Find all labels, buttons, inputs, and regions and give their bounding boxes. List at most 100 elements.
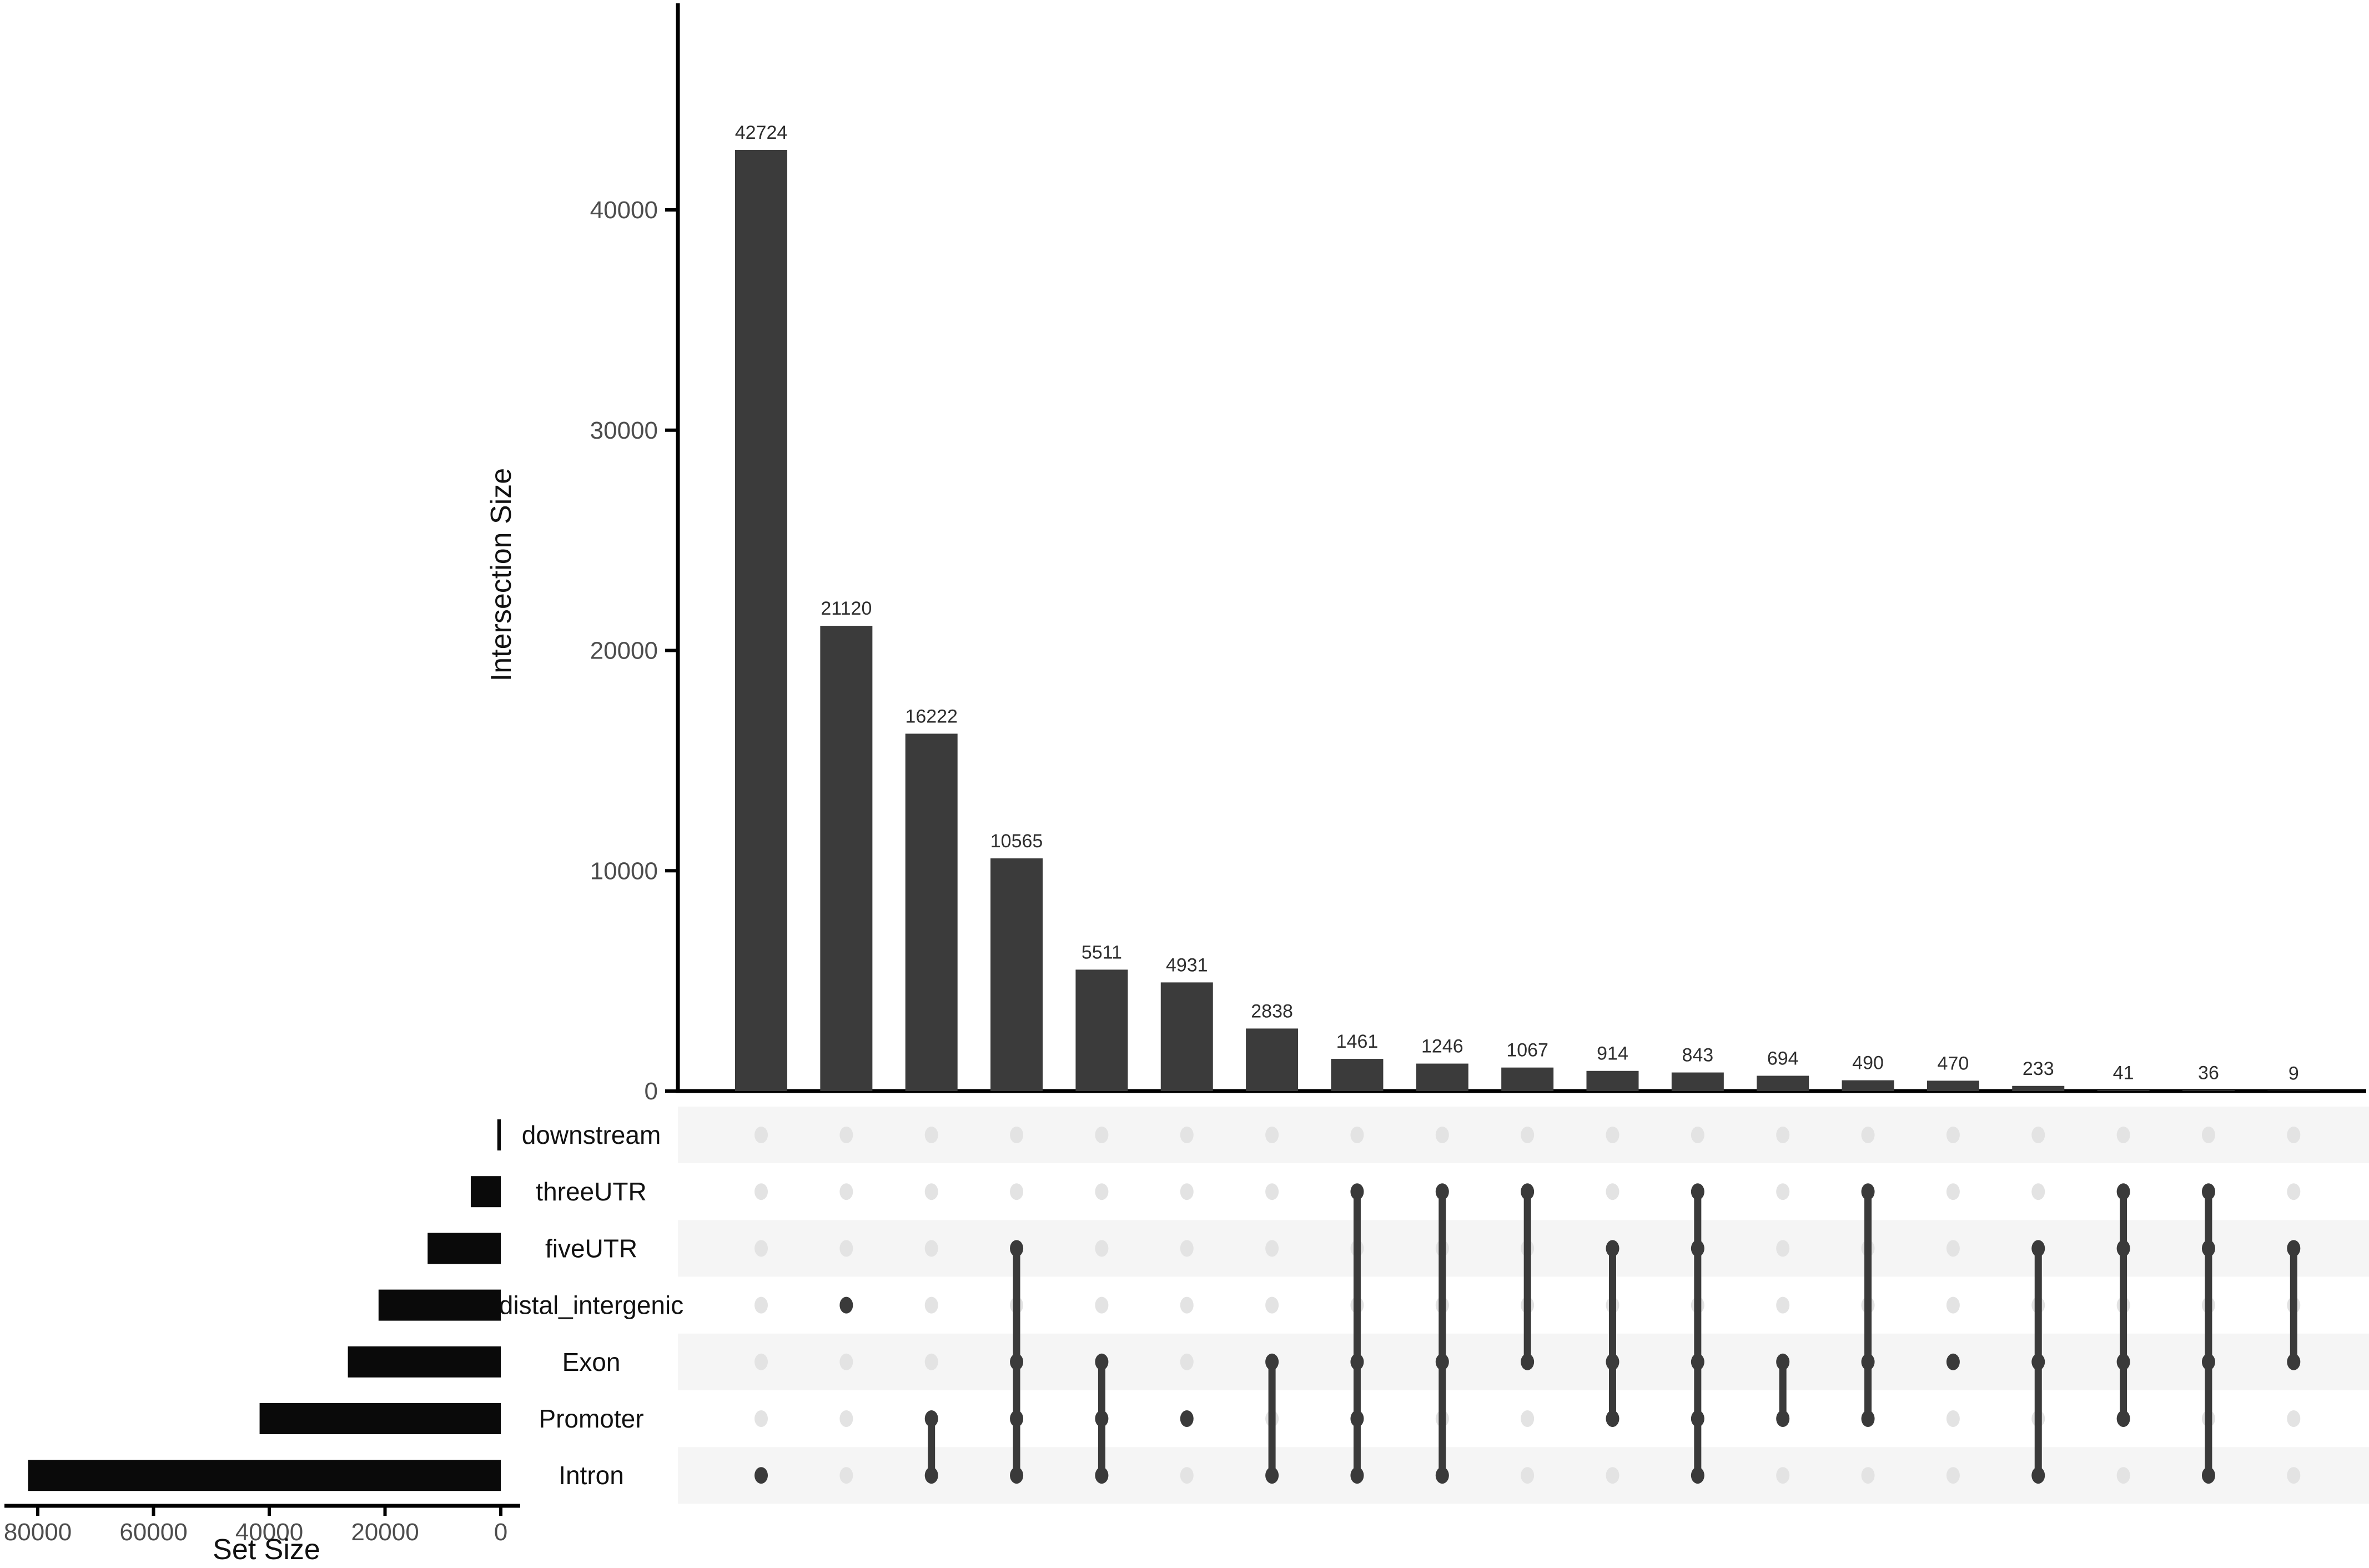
- matrix-dot-inactive: [2287, 1183, 2301, 1200]
- y-axis-tick-label: 20000: [590, 637, 658, 665]
- intersection-value-label: 843: [1682, 1045, 1713, 1066]
- matrix-dot-active: [1776, 1410, 1790, 1427]
- set-axis-tick-label: 40000: [235, 1519, 303, 1546]
- matrix-dot-inactive: [1180, 1183, 1194, 1200]
- matrix-dot-inactive: [1435, 1127, 1449, 1143]
- matrix-dot-inactive: [839, 1183, 853, 1200]
- matrix-dot-inactive: [755, 1240, 768, 1257]
- matrix-dot-inactive: [839, 1127, 853, 1143]
- matrix-dot-inactive: [1946, 1467, 1960, 1484]
- matrix-dot-inactive: [1946, 1127, 1960, 1143]
- set-axis-tick-label: 0: [494, 1519, 507, 1546]
- matrix-dot-inactive: [1606, 1127, 1619, 1143]
- intersection-value-label: 1067: [1506, 1040, 1548, 1061]
- matrix-dot-inactive: [1776, 1296, 1790, 1314]
- matrix-dot-inactive: [839, 1240, 853, 1257]
- intersection-value-label: 9: [2288, 1063, 2299, 1084]
- matrix-dot-active: [1606, 1240, 1619, 1257]
- y-axis-tick-label: 10000: [590, 857, 658, 884]
- matrix-dot-active: [1521, 1183, 1535, 1200]
- matrix-dot-inactive: [839, 1467, 853, 1484]
- matrix-dot-inactive: [1095, 1183, 1109, 1200]
- matrix-dot-active: [2031, 1467, 2045, 1484]
- matrix-dot-active: [2201, 1183, 2215, 1200]
- matrix-dot-inactive: [1606, 1183, 1619, 1200]
- matrix-dot-active: [924, 1410, 938, 1427]
- matrix-dot-inactive: [1265, 1127, 1279, 1143]
- matrix-dot-inactive: [924, 1183, 938, 1200]
- matrix-dot-active: [1946, 1353, 1960, 1370]
- matrix-dot-active: [2116, 1410, 2130, 1427]
- matrix-dot-inactive: [1350, 1127, 1364, 1143]
- matrix-dot-inactive: [1180, 1467, 1194, 1484]
- set-size-bar: [497, 1119, 501, 1150]
- intersection-bar: [2012, 1085, 2065, 1091]
- matrix-dot-inactive: [1861, 1467, 1875, 1484]
- y-axis-tick-label: 0: [645, 1078, 658, 1105]
- matrix-dot-active: [1435, 1467, 1449, 1484]
- matrix-dot-active: [1010, 1353, 1024, 1370]
- matrix-dot-inactive: [1095, 1240, 1109, 1257]
- intersection-value-label: 2838: [1251, 1001, 1293, 1022]
- matrix-dot-active: [1861, 1183, 1875, 1200]
- matrix-dot-active: [1350, 1410, 1364, 1427]
- intersection-bar: [1501, 1067, 1554, 1091]
- matrix-dot-inactive: [1265, 1183, 1279, 1200]
- intersection-bar: [1842, 1080, 1894, 1091]
- matrix-dot-active: [2031, 1240, 2045, 1257]
- intersection-bar: [990, 858, 1043, 1091]
- matrix-dot-active: [1010, 1240, 1024, 1257]
- matrix-dot-inactive: [2116, 1467, 2130, 1484]
- matrix-dot-inactive: [2116, 1127, 2130, 1143]
- intersection-bar: [735, 149, 787, 1091]
- matrix-dot-active: [2287, 1240, 2301, 1257]
- intersection-value-label: 10565: [990, 831, 1043, 852]
- set-row-label: Intron: [559, 1461, 624, 1490]
- matrix-dot-inactive: [1606, 1467, 1619, 1484]
- intersection-value-label: 914: [1597, 1043, 1628, 1064]
- matrix-dot-active: [1435, 1353, 1449, 1370]
- intersection-bar: [905, 733, 958, 1091]
- intersection-value-label: 1461: [1336, 1031, 1379, 1052]
- set-size-bar: [348, 1346, 501, 1378]
- set-size-bar: [28, 1460, 501, 1491]
- matrix-dot-active: [1350, 1183, 1364, 1200]
- matrix-dot-active: [1435, 1183, 1449, 1200]
- matrix-dot-inactive: [2287, 1127, 2301, 1143]
- intersection-bar: [1331, 1059, 1384, 1091]
- intersection-bar: [2182, 1090, 2235, 1091]
- matrix-dot-inactive: [1691, 1127, 1704, 1143]
- matrix-dot-inactive: [1946, 1410, 1960, 1427]
- matrix-dot-inactive: [924, 1240, 938, 1257]
- matrix-dot-active: [2287, 1353, 2301, 1370]
- intersection-value-label: 42724: [735, 122, 788, 143]
- matrix-dot-active: [1180, 1410, 1194, 1427]
- matrix-dot-inactive: [1776, 1183, 1790, 1200]
- matrix-dot-inactive: [2031, 1183, 2045, 1200]
- intersection-bar: [1586, 1071, 1639, 1091]
- set-axis-tick-label: 60000: [119, 1519, 187, 1546]
- intersection-bar: [1246, 1028, 1299, 1091]
- set-axis-tick-label: 80000: [4, 1519, 72, 1546]
- y-axis-tick-label: 30000: [590, 417, 658, 444]
- matrix-dot-inactive: [1180, 1296, 1194, 1314]
- matrix-dot-inactive: [1776, 1467, 1790, 1484]
- matrix-dot-inactive: [1521, 1410, 1535, 1427]
- matrix-dot-inactive: [1180, 1127, 1194, 1143]
- intersection-bar: [2097, 1090, 2150, 1091]
- intersection-bar: [1160, 982, 1213, 1091]
- intersection-value-label: 1246: [1421, 1036, 1463, 1057]
- matrix-dot-active: [1265, 1353, 1279, 1370]
- matrix-dot-active: [924, 1467, 938, 1484]
- matrix-dot-inactive: [755, 1410, 768, 1427]
- set-row-label: fiveUTR: [545, 1234, 637, 1263]
- matrix-dot-inactive: [924, 1353, 938, 1370]
- intersection-bar: [1927, 1080, 1979, 1091]
- matrix-dot-inactive: [924, 1127, 938, 1143]
- matrix-dot-active: [1350, 1467, 1364, 1484]
- intersection-value-label: 490: [1852, 1053, 1884, 1074]
- matrix-dot-inactive: [1265, 1296, 1279, 1314]
- matrix-dot-active: [2201, 1353, 2215, 1370]
- matrix-dot-inactive: [755, 1127, 768, 1143]
